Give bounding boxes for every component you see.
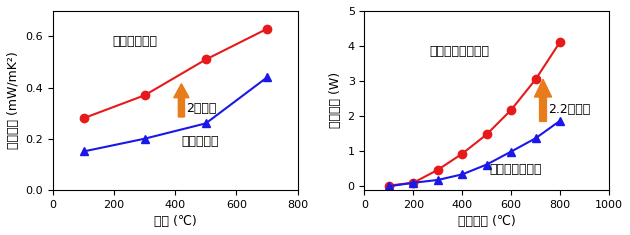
FancyArrow shape xyxy=(174,84,189,117)
X-axis label: 加熱温度 (℃): 加熱温度 (℃) xyxy=(458,215,515,228)
Text: 2倍増加: 2倍増加 xyxy=(186,102,216,115)
Y-axis label: 発電出力 (W): 発電出力 (W) xyxy=(329,72,342,128)
Y-axis label: 出力因子 (mW/mK²): 出力因子 (mW/mK²) xyxy=(7,51,20,149)
FancyArrow shape xyxy=(534,79,551,121)
Text: 従来酸化物: 従来酸化物 xyxy=(181,135,219,148)
Text: 新開発酸化物: 新開発酸化物 xyxy=(113,35,158,48)
Text: 新開発モジュール: 新開発モジュール xyxy=(429,45,490,58)
X-axis label: 温度 (℃): 温度 (℃) xyxy=(154,215,197,228)
Text: 2.2倍増加: 2.2倍増加 xyxy=(548,103,590,116)
Text: 従来モジュール: 従来モジュール xyxy=(489,163,542,176)
